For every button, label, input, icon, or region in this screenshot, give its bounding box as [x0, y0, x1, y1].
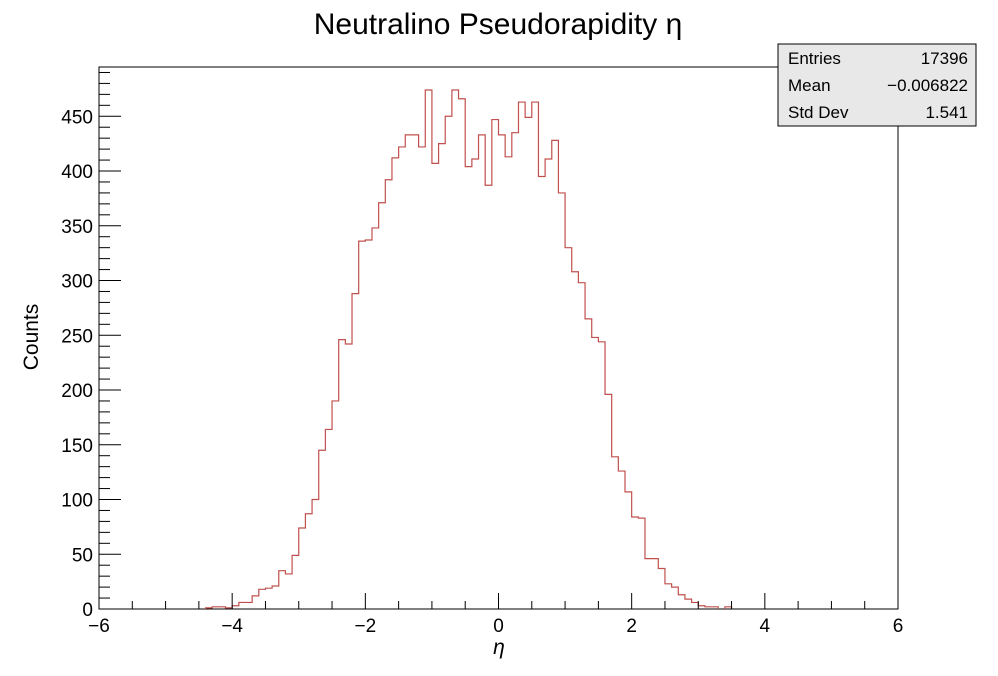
y-tick-label: 400	[61, 162, 93, 183]
stats-entries-label: Entries	[788, 49, 841, 68]
x-axis-label: η	[493, 636, 505, 659]
stats-mean-label: Mean	[788, 76, 831, 95]
y-tick-label: 250	[61, 326, 93, 347]
x-tick-label: 6	[893, 616, 904, 637]
stats-stddev-label: Std Dev	[788, 103, 849, 122]
chart-title: Neutralino Pseudorapidity η	[314, 8, 683, 41]
plot-frame	[98, 66, 899, 610]
y-tick-label: 0	[82, 600, 93, 621]
y-tick-label: 50	[72, 545, 93, 566]
y-axis-label: Counts	[20, 304, 43, 371]
stats-box: Entries 17396 Mean −0.006822 Std Dev 1.5…	[777, 43, 977, 127]
histogram-line	[204, 89, 733, 609]
y-tick-label: 200	[61, 381, 93, 402]
stats-mean-value: −0.006822	[887, 76, 968, 95]
y-tick-label: 350	[61, 217, 93, 238]
x-tick-label: −4	[221, 616, 243, 637]
stats-entries-value: 17396	[921, 49, 968, 68]
x-tick-label: 2	[626, 616, 637, 637]
x-tick-label: 4	[760, 616, 771, 637]
x-tick-label: −2	[354, 616, 376, 637]
plot-area: −6 −4 −2 0 2 4 6 0 50 100 150 200 250 300 350 400 450	[61, 66, 904, 637]
x-tick-label: −6	[88, 616, 110, 637]
y-tick-label: 100	[61, 491, 93, 512]
y-tick-label: 300	[61, 272, 93, 293]
y-tick-label: 150	[61, 436, 93, 457]
stats-stddev-value: 1.541	[925, 103, 968, 122]
y-tick-label: 450	[61, 107, 93, 128]
x-tick-label: 0	[493, 616, 504, 637]
